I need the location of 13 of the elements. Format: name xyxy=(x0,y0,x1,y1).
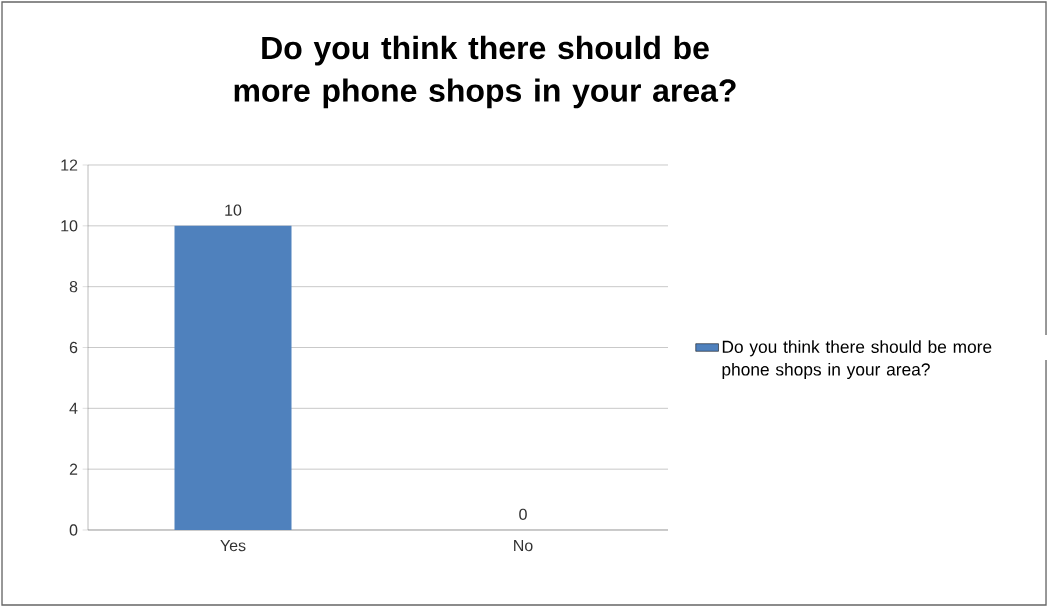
x-tick-label: Yes xyxy=(220,540,246,552)
y-tick-label: 4 xyxy=(69,402,78,414)
y-tick-label: 8 xyxy=(69,281,78,293)
legend-label: Do you think there should be more phone shops in your area? xyxy=(722,340,992,380)
data-label: 0 xyxy=(519,508,527,520)
y-tick-label: 12 xyxy=(61,159,78,171)
data-label: 10 xyxy=(225,204,242,216)
y-tick-label: 0 xyxy=(69,524,78,536)
chart-title: Do you think there should be more phone shops in your area? xyxy=(234,35,736,109)
x-tick-label: No xyxy=(514,540,533,552)
y-tick-label: 2 xyxy=(69,463,78,475)
y-tick-label: 6 xyxy=(69,341,78,354)
y-tick-label: 10 xyxy=(61,220,78,232)
